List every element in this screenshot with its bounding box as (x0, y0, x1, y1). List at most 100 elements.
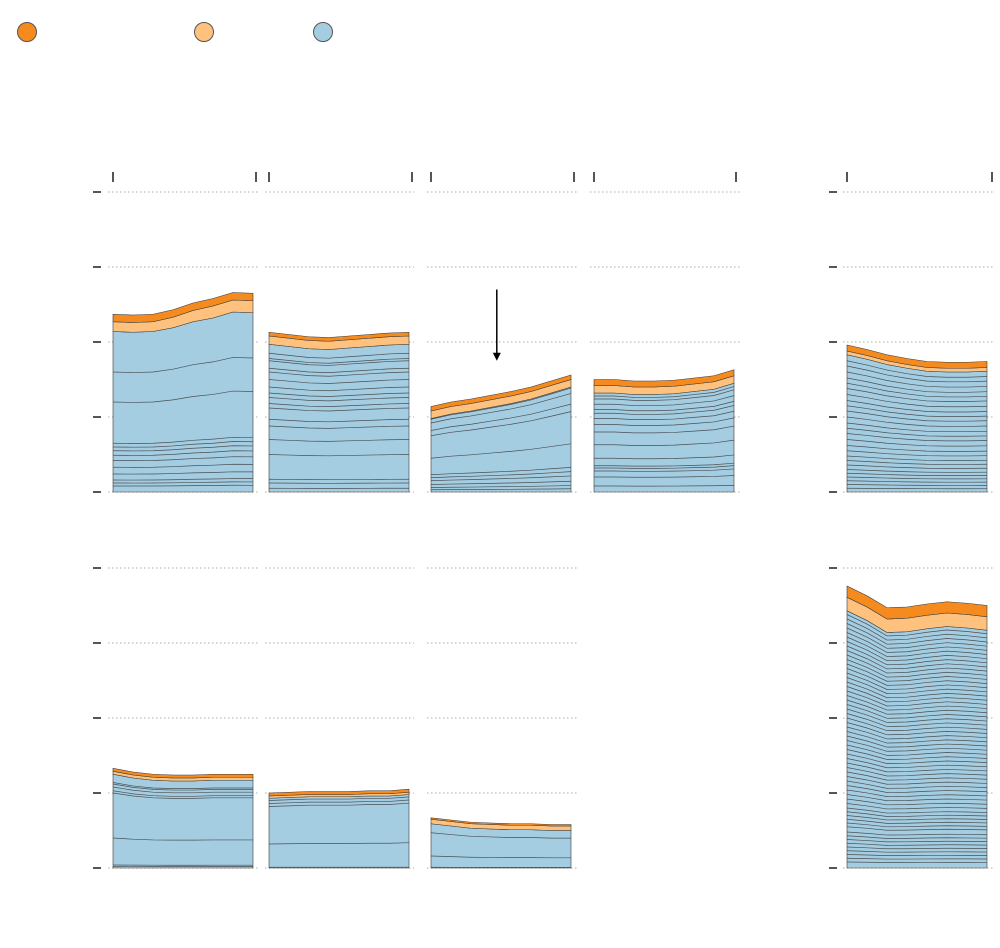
stack-line (846, 422, 988, 433)
stack-line (268, 352, 410, 359)
legend-swatch-2 (194, 22, 214, 42)
stack-line (268, 418, 410, 423)
stack-line (430, 403, 572, 431)
stack-line (594, 475, 735, 478)
stack-line (594, 468, 735, 472)
stack-line (846, 780, 988, 789)
stack-line (268, 386, 410, 392)
stack-line (846, 445, 988, 452)
stack-line (594, 395, 735, 406)
stack-line (268, 439, 410, 442)
blue-area (112, 311, 254, 493)
stack-line (430, 467, 572, 476)
legend-swatch-1 (17, 22, 37, 42)
stack-line (846, 686, 988, 703)
stack-line (846, 365, 988, 383)
stack-line (846, 614, 988, 637)
stack-line (846, 460, 988, 465)
stack-line (430, 485, 572, 488)
stack-line (112, 463, 254, 468)
stack-line (268, 842, 410, 845)
stack-line (846, 803, 988, 810)
stack-line (846, 480, 988, 483)
stack-line (846, 645, 988, 666)
stack-line (112, 456, 254, 461)
stack-line (846, 382, 988, 398)
stack-line (268, 407, 410, 412)
panel-2 (268, 331, 410, 493)
stack-line (594, 410, 735, 420)
stack-line (112, 782, 253, 790)
stack-line (112, 786, 253, 794)
stack-line (846, 690, 988, 707)
stack-line (112, 445, 254, 452)
stack-line (846, 854, 988, 856)
stack-line (846, 811, 988, 817)
stack-line (268, 371, 410, 377)
stack-line (846, 822, 988, 828)
stack-line (846, 618, 988, 641)
stack-line (112, 478, 254, 481)
stack-line (846, 654, 988, 674)
panel-8 (430, 817, 572, 869)
stack-line (268, 403, 410, 407)
stack-line (846, 846, 988, 850)
stack-line (846, 650, 988, 670)
stack-line (430, 411, 572, 437)
stack-line (430, 855, 571, 859)
stack-line (430, 832, 571, 839)
dark-orange-band (112, 767, 254, 779)
dark-orange-band (268, 788, 410, 797)
stack-line (594, 401, 735, 412)
stack-line (846, 394, 988, 408)
stack-line (594, 439, 735, 446)
stack-line (594, 389, 735, 401)
stack-line (846, 735, 988, 748)
stack-line (846, 831, 988, 836)
stack-line (846, 427, 988, 437)
stack-line (846, 439, 988, 447)
dark-orange-band (846, 344, 988, 369)
stack-line (846, 839, 988, 843)
panel-1 (112, 292, 254, 493)
stack-line (846, 455, 988, 461)
stack-line (846, 818, 988, 824)
stack-line (594, 425, 735, 434)
stack-line (846, 472, 988, 476)
dark-orange-band (430, 817, 572, 827)
stack-line (430, 475, 572, 482)
stack-line (846, 416, 988, 427)
stack-line (846, 722, 988, 736)
stack-line (846, 410, 988, 422)
stack-line (112, 390, 254, 403)
dark-orange-band (112, 292, 254, 323)
stack-line (846, 464, 988, 469)
panel-3 (430, 374, 572, 493)
stack-line (846, 758, 988, 769)
blue-area (593, 382, 735, 493)
stack-line (112, 450, 254, 456)
stack-line (594, 454, 735, 460)
dark-orange-band (593, 369, 735, 388)
stack-line (846, 704, 988, 719)
legend (0, 0, 1000, 70)
stack-line (846, 776, 988, 785)
legend-item-2 (194, 22, 222, 42)
stack-line (268, 425, 410, 429)
stack-line (846, 857, 988, 860)
stack-line (846, 771, 988, 781)
stack-line (846, 484, 988, 486)
stack-line (112, 790, 253, 797)
stack-line (846, 450, 988, 457)
stack-line (846, 708, 988, 723)
stack-line (846, 807, 988, 814)
legend-item-1 (17, 22, 45, 42)
stack-line (430, 393, 572, 424)
stack-line (846, 861, 988, 863)
stack-line (846, 794, 988, 802)
stack-line (846, 641, 988, 662)
stack-line (846, 469, 988, 473)
stack-line (846, 744, 988, 756)
stack-line (846, 371, 988, 388)
stack-line (268, 802, 410, 807)
